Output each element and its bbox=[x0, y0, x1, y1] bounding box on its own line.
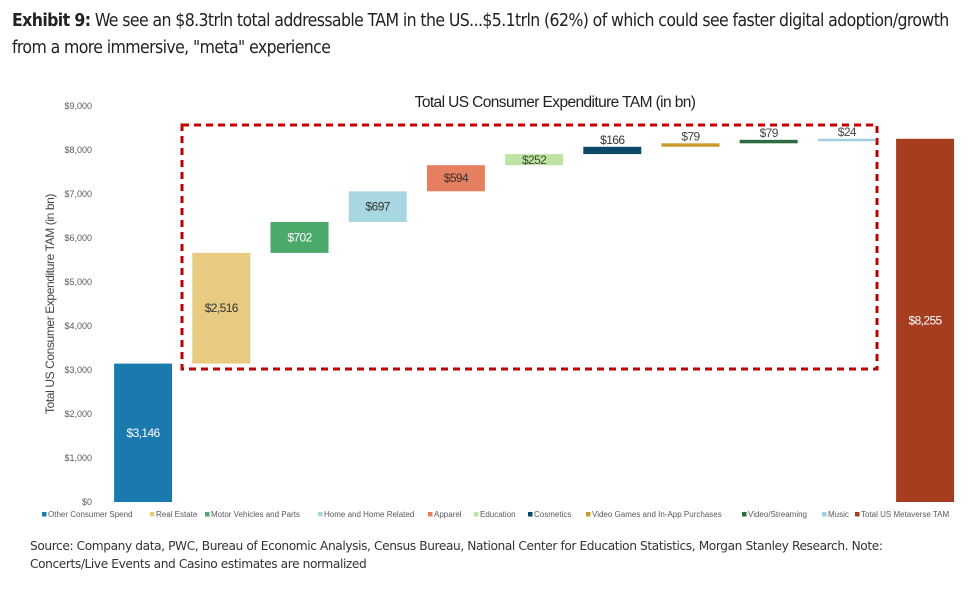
legend-swatch bbox=[474, 512, 479, 517]
bar-home-and-home-related bbox=[348, 191, 407, 222]
data-label: $252 bbox=[522, 153, 547, 167]
legend-label: Cosmetics bbox=[534, 510, 571, 519]
data-label: $594 bbox=[444, 171, 469, 185]
metaverse-dashed-box bbox=[180, 123, 879, 371]
legend-swatch bbox=[742, 512, 747, 517]
y-axis-label: Total US Consumer Expenditure TAM (in bn… bbox=[43, 194, 57, 414]
legend-swatch bbox=[205, 512, 210, 517]
data-label: $79 bbox=[760, 126, 779, 140]
bar-total-us-metaverse-tam bbox=[896, 138, 955, 502]
bar-cosmetics bbox=[583, 146, 642, 155]
data-label: $8,255 bbox=[909, 313, 943, 327]
waterfall-chart: Total US Consumer Expenditure TAM (in bn… bbox=[42, 94, 955, 519]
legend-swatch bbox=[150, 512, 155, 517]
y-tick-label: $8,000 bbox=[64, 145, 92, 155]
y-tick-label: $0 bbox=[82, 497, 92, 507]
legend-label: Education bbox=[480, 510, 516, 519]
y-tick-label: $7,000 bbox=[64, 189, 92, 199]
bar-education bbox=[505, 154, 564, 166]
y-tick-label: $1,000 bbox=[64, 453, 92, 463]
exhibit-label: Exhibit 9: bbox=[12, 11, 91, 31]
legend-label: Total US Metaverse TAM bbox=[861, 510, 950, 519]
exhibit-title: Exhibit 9: We see an $8.3trln total addr… bbox=[12, 8, 962, 62]
data-label: $2,516 bbox=[205, 301, 239, 315]
data-label: $79 bbox=[681, 129, 700, 143]
data-label: $166 bbox=[600, 133, 625, 147]
legend-swatch bbox=[42, 512, 47, 517]
exhibit-title-text: We see an $8.3trln total addressable TAM… bbox=[12, 11, 949, 58]
legend-swatch bbox=[528, 512, 533, 517]
legend-label: Apparel bbox=[434, 510, 462, 519]
bar-video-streaming bbox=[739, 139, 798, 144]
bar-motor-vehicles-and-parts bbox=[270, 221, 329, 253]
legend-swatch bbox=[855, 512, 860, 517]
legend-swatch bbox=[586, 512, 591, 517]
y-axis-ticks: $0 $1,000 $2,000 $3,000 $4,000 $5,000 $6,000 $7… bbox=[64, 101, 92, 507]
data-label: $24 bbox=[838, 125, 857, 139]
bar-apparel bbox=[426, 165, 485, 192]
legend-swatch bbox=[318, 512, 323, 517]
data-labels: $3,146 $2,516 $702 $697 $594 $252 $166 $79 $79 $2… bbox=[127, 125, 944, 440]
bars bbox=[114, 138, 955, 502]
chart-title: Total US Consumer Expenditure TAM (in bn… bbox=[415, 94, 696, 111]
legend-label: Home and Home Related bbox=[324, 510, 414, 519]
legend-swatch bbox=[822, 512, 827, 517]
bar-other-consumer-spend bbox=[114, 363, 173, 502]
data-label: $697 bbox=[366, 200, 391, 214]
y-tick-label: $4,000 bbox=[64, 321, 92, 331]
legend-label: Real Estate bbox=[156, 510, 198, 519]
y-tick-label: $6,000 bbox=[64, 233, 92, 243]
bar-video-games-and-in-app-purchases bbox=[661, 143, 720, 147]
bar-music bbox=[817, 138, 876, 142]
bar-real-estate bbox=[192, 252, 251, 364]
legend-label: Video Games and In-App Purchases bbox=[592, 510, 722, 519]
y-tick-label: $5,000 bbox=[64, 277, 92, 287]
legend: Other Consumer Spend Real Estate Motor Veh… bbox=[42, 510, 950, 519]
legend-label: Other Consumer Spend bbox=[48, 510, 133, 519]
y-tick-label: $3,000 bbox=[64, 365, 92, 375]
legend-swatch bbox=[428, 512, 433, 517]
legend-label: Music bbox=[828, 510, 849, 519]
data-label: $702 bbox=[287, 230, 312, 244]
legend-label: Video/Streaming bbox=[748, 510, 807, 519]
y-tick-label: $2,000 bbox=[64, 409, 92, 419]
legend-label: Motor Vehicles and Parts bbox=[211, 510, 300, 519]
y-tick-label: $9,000 bbox=[64, 101, 92, 111]
data-label: $3,146 bbox=[127, 426, 161, 440]
source-note: Source: Company data, PWC, Bureau of Eco… bbox=[30, 539, 883, 571]
